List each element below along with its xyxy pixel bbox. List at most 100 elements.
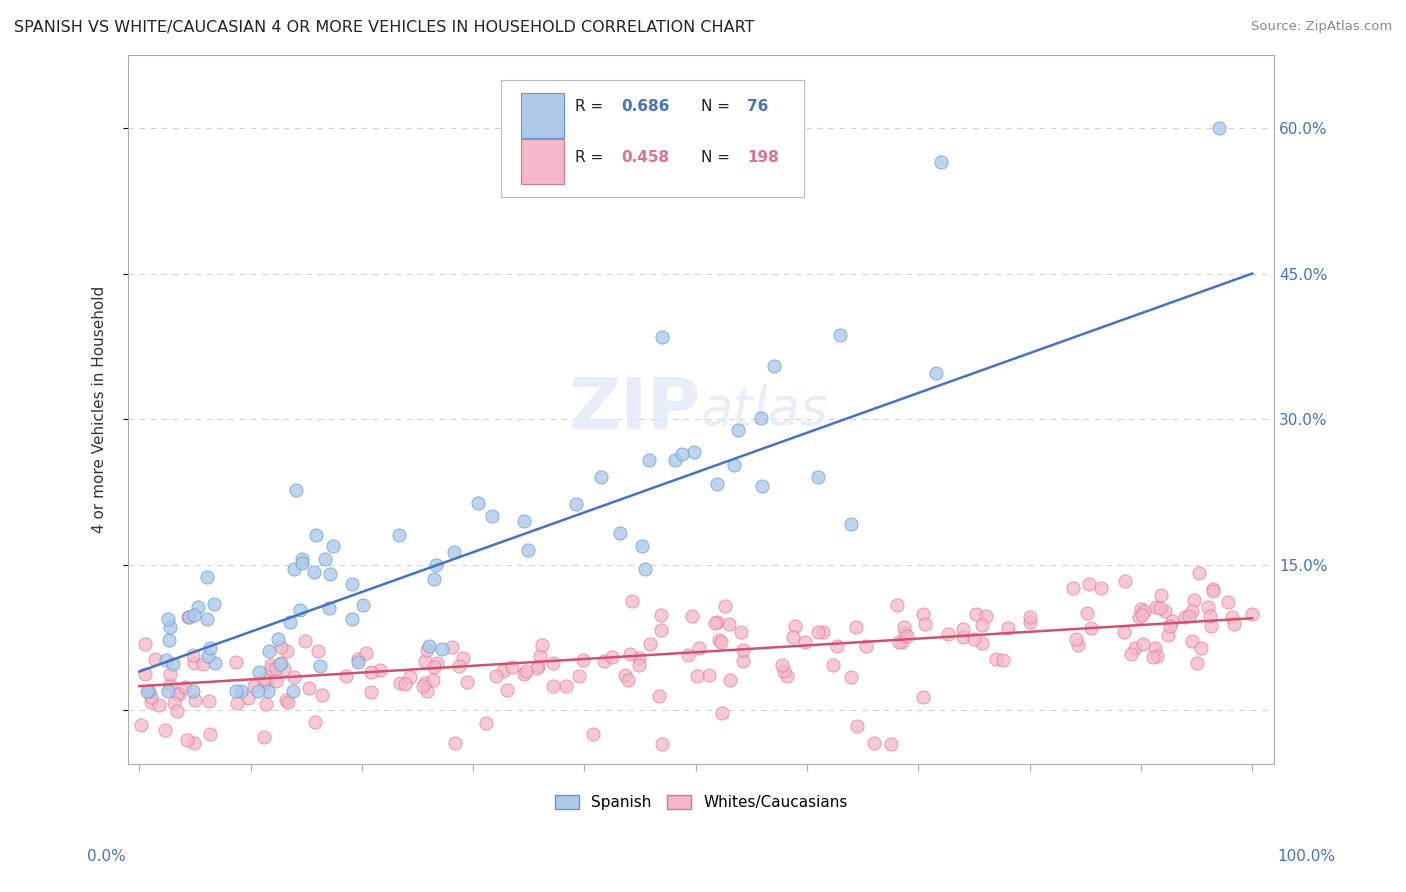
Text: 0.686: 0.686 — [621, 99, 669, 114]
Point — [894, 626, 917, 640]
Point — [717, 617, 740, 632]
Point — [1157, 628, 1180, 642]
Point — [253, 730, 276, 744]
Point — [711, 706, 734, 720]
Point — [1019, 609, 1042, 624]
Point — [839, 517, 862, 532]
Point — [972, 636, 994, 650]
Point — [467, 496, 489, 510]
Point — [628, 651, 651, 665]
Point — [257, 684, 280, 698]
Point — [589, 469, 612, 483]
Text: 100.0%: 100.0% — [1278, 849, 1336, 864]
Point — [451, 651, 474, 665]
Point — [1150, 589, 1173, 603]
Point — [1185, 657, 1208, 671]
Point — [1189, 641, 1212, 656]
Point — [1160, 614, 1182, 628]
Point — [256, 674, 278, 689]
Point — [650, 623, 672, 637]
Point — [269, 657, 291, 671]
Point — [253, 672, 276, 686]
Point — [637, 453, 659, 467]
Point — [440, 640, 463, 655]
Point — [929, 155, 952, 169]
Point — [823, 657, 845, 672]
Point — [413, 675, 436, 690]
Point — [247, 684, 270, 698]
Point — [430, 641, 453, 656]
Point — [997, 621, 1019, 635]
Point — [1114, 574, 1136, 589]
Point — [846, 719, 869, 733]
Point — [148, 698, 170, 712]
Point — [266, 660, 288, 674]
Point — [1132, 637, 1154, 651]
FancyBboxPatch shape — [522, 139, 564, 184]
Point — [281, 684, 304, 698]
Point — [762, 359, 785, 373]
Point — [541, 656, 564, 670]
Point — [291, 552, 314, 566]
Point — [1178, 608, 1201, 623]
FancyBboxPatch shape — [501, 80, 804, 197]
Point — [204, 656, 226, 670]
Point — [389, 675, 412, 690]
Point — [914, 617, 936, 632]
Point — [1123, 641, 1146, 656]
Point — [294, 633, 316, 648]
Text: N =: N = — [702, 99, 735, 114]
Point — [776, 669, 799, 683]
Legend: Spanish, Whites/Caucasians: Spanish, Whites/Caucasians — [548, 789, 853, 816]
Point — [159, 678, 181, 692]
Text: SPANISH VS WHITE/CAUCASIAN 4 OR MORE VEHICLES IN HOUSEHOLD CORRELATION CHART: SPANISH VS WHITE/CAUCASIAN 4 OR MORE VEH… — [14, 20, 755, 35]
Point — [731, 642, 754, 657]
Point — [204, 597, 226, 611]
Point — [129, 718, 152, 732]
Point — [311, 688, 333, 702]
Point — [388, 528, 411, 542]
Point — [304, 715, 326, 730]
Point — [195, 569, 218, 583]
Point — [163, 696, 186, 710]
Point — [1121, 648, 1143, 662]
Point — [425, 558, 447, 573]
Point — [807, 470, 830, 484]
Point — [166, 687, 188, 701]
Point — [621, 594, 644, 608]
Point — [703, 615, 725, 630]
Point — [162, 657, 184, 672]
Point — [965, 607, 987, 621]
Point — [398, 670, 420, 684]
Point — [568, 669, 591, 683]
Point — [253, 674, 276, 689]
Point — [963, 632, 986, 646]
Point — [354, 647, 377, 661]
Point — [651, 738, 673, 752]
Point — [512, 667, 534, 681]
Point — [276, 693, 298, 707]
Point — [183, 736, 205, 750]
Point — [247, 665, 270, 679]
Point — [1201, 583, 1223, 598]
Point — [1144, 599, 1167, 614]
Point — [706, 476, 728, 491]
Point — [181, 648, 204, 662]
Point — [368, 663, 391, 677]
Point — [709, 632, 731, 647]
Point — [1062, 581, 1084, 595]
Point — [298, 681, 321, 696]
Point — [863, 735, 886, 749]
Point — [177, 610, 200, 624]
Y-axis label: 4 or more Vehicles in Household: 4 or more Vehicles in Household — [93, 285, 107, 533]
Point — [972, 618, 994, 632]
Point — [912, 607, 935, 621]
Point — [526, 661, 548, 675]
Point — [134, 637, 156, 651]
Point — [347, 655, 370, 669]
Text: R =: R = — [575, 151, 609, 165]
Point — [318, 600, 340, 615]
Point — [1240, 607, 1263, 621]
Point — [173, 681, 195, 695]
Point — [727, 423, 749, 437]
